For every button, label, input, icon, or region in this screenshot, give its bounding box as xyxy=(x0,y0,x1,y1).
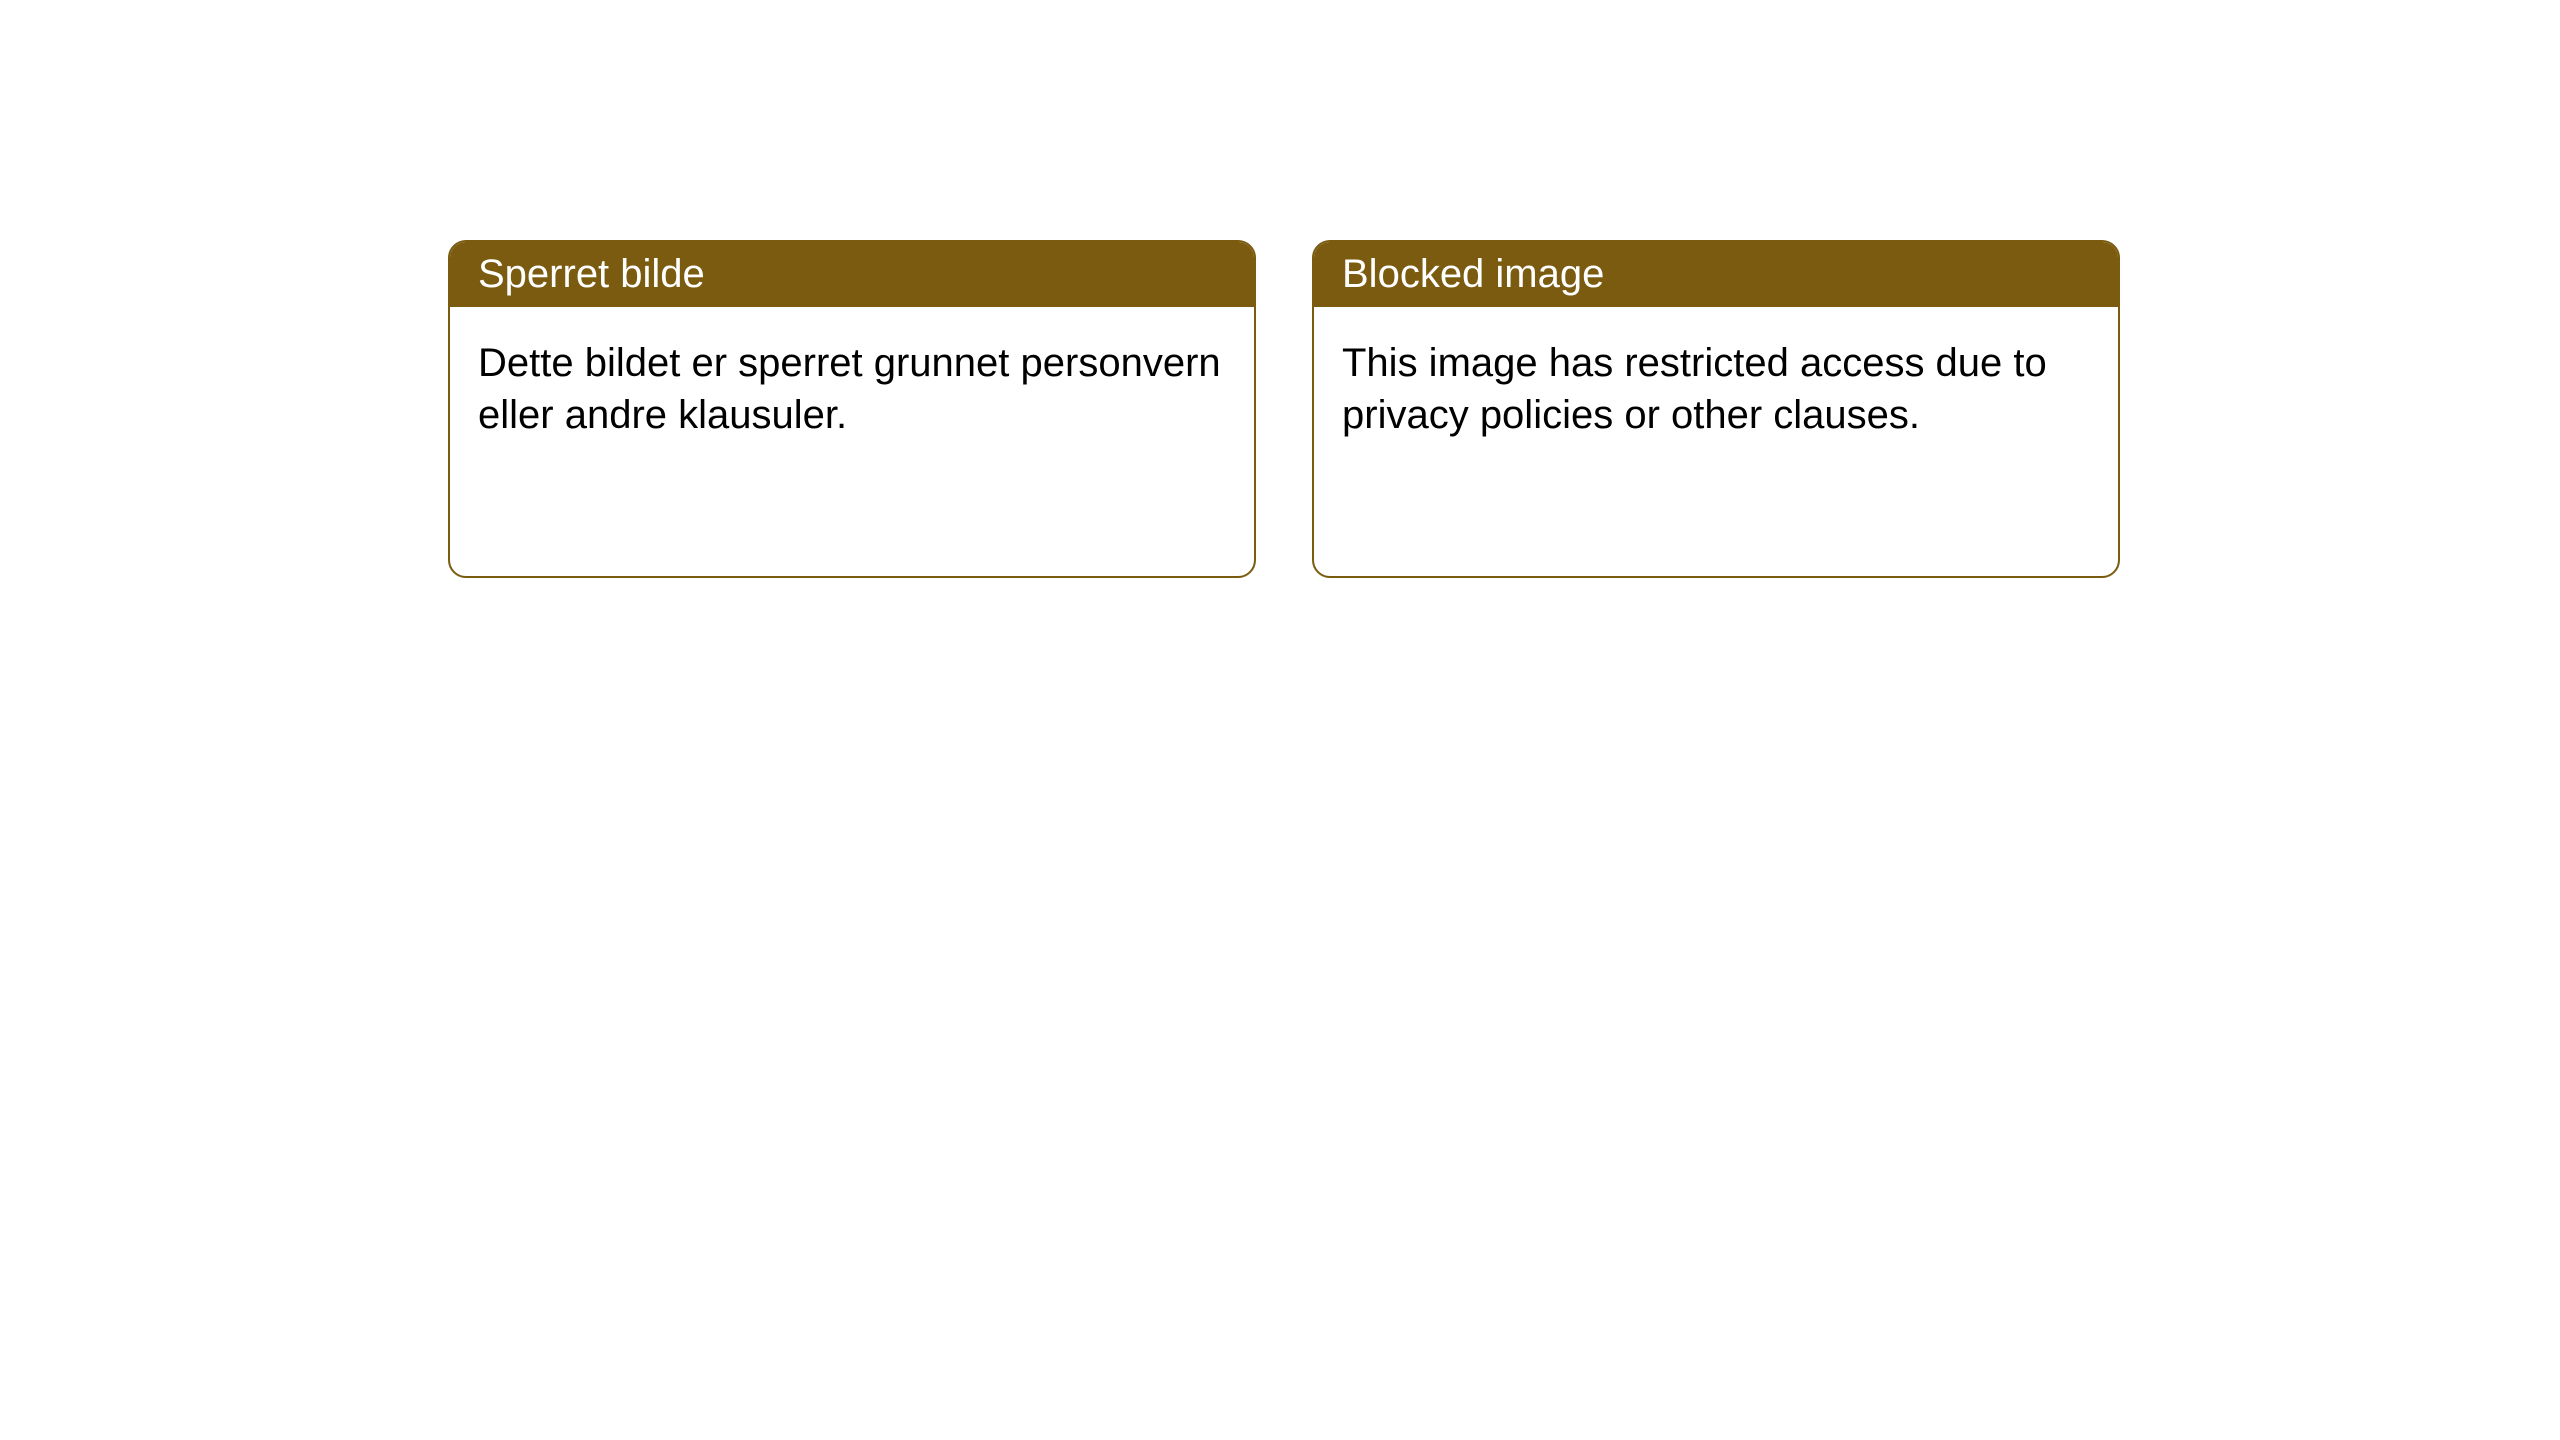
notice-box-norwegian: Sperret bilde Dette bildet er sperret gr… xyxy=(448,240,1256,578)
notice-header-english: Blocked image xyxy=(1314,242,2118,307)
notice-title-norwegian: Sperret bilde xyxy=(478,252,705,296)
notice-text-norwegian: Dette bildet er sperret grunnet personve… xyxy=(478,341,1221,437)
notice-text-english: This image has restricted access due to … xyxy=(1342,341,2047,437)
notice-body-norwegian: Dette bildet er sperret grunnet personve… xyxy=(450,307,1254,471)
notice-title-english: Blocked image xyxy=(1342,252,1604,296)
notice-body-english: This image has restricted access due to … xyxy=(1314,307,2118,471)
notice-box-english: Blocked image This image has restricted … xyxy=(1312,240,2120,578)
notice-container: Sperret bilde Dette bildet er sperret gr… xyxy=(0,0,2560,578)
notice-header-norwegian: Sperret bilde xyxy=(450,242,1254,307)
